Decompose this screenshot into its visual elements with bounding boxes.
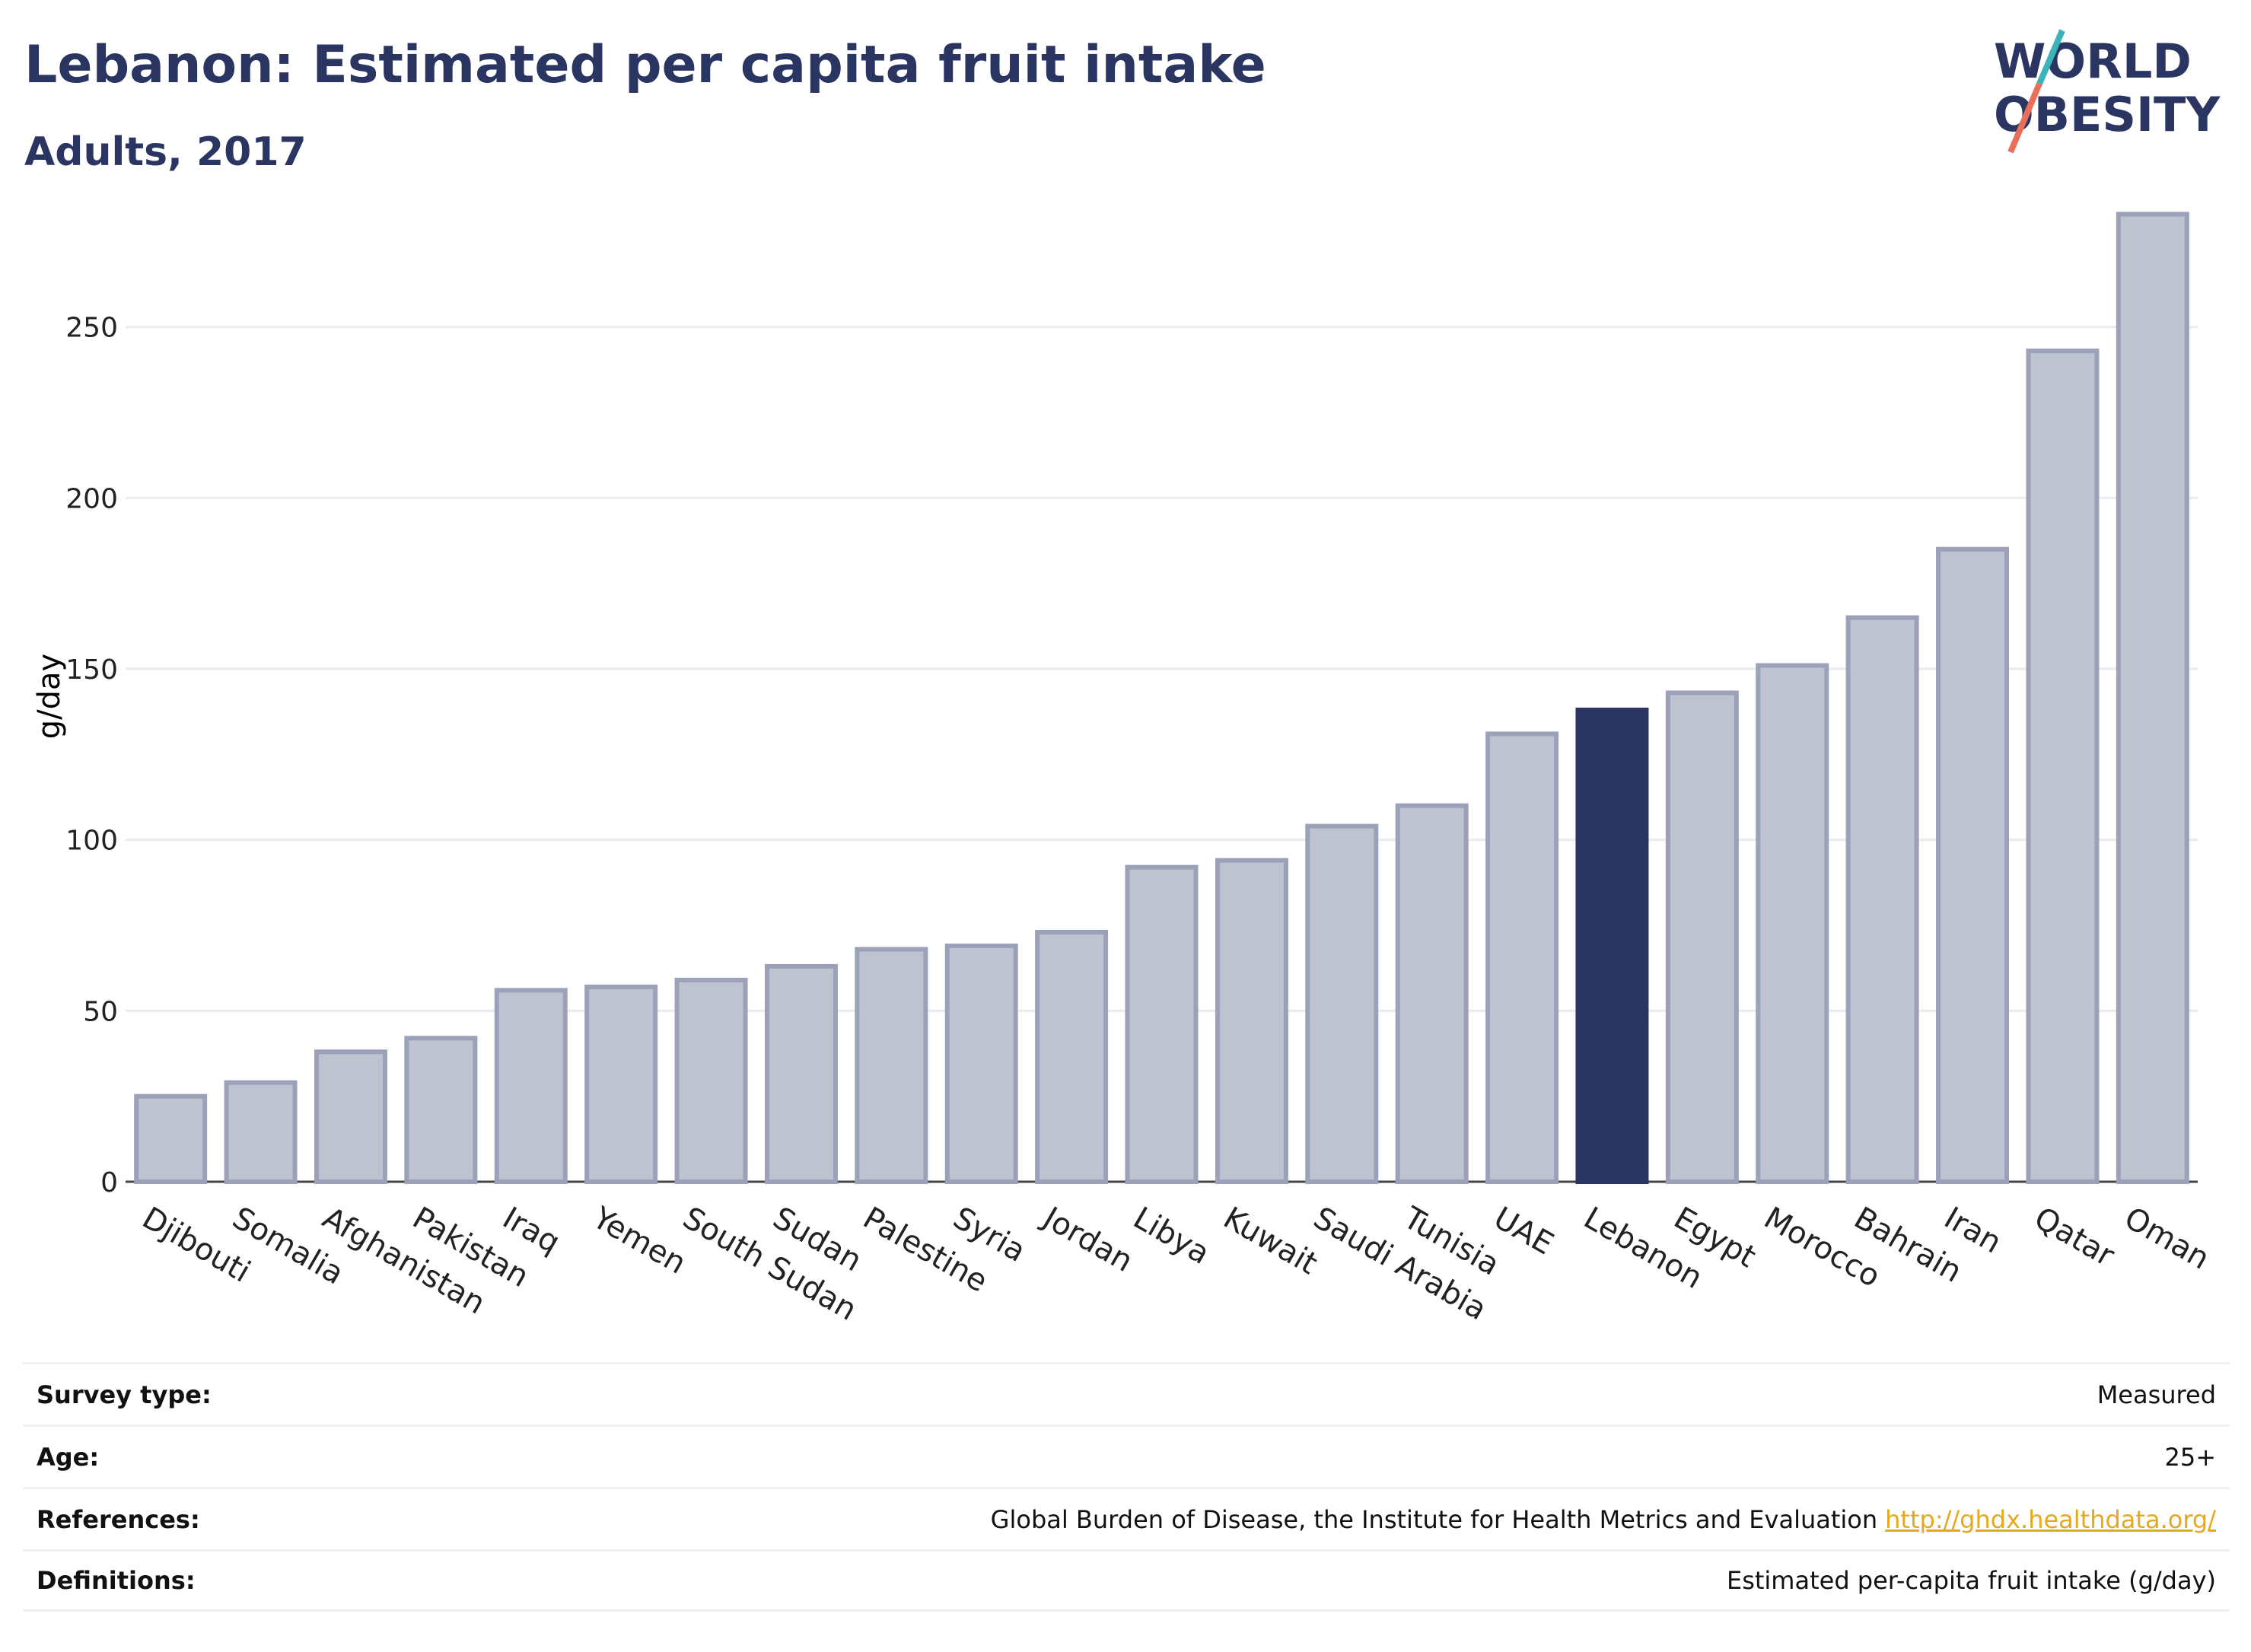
- info-label: Definitions:: [37, 1566, 196, 1595]
- category-label: Jordan: [1036, 1199, 1139, 1279]
- info-value: Estimated per-capita fruit intake (g/day…: [1726, 1566, 2216, 1595]
- bar-yemen: [584, 984, 658, 1184]
- reference-link[interactable]: http://ghdx.healthdata.org/: [1885, 1504, 2216, 1534]
- bar-djibouti: [134, 1093, 208, 1184]
- category-label: Qatar: [2028, 1201, 2120, 1274]
- chart-title: Lebanon: Estimated per capita fruit inta…: [24, 35, 1266, 95]
- category-label: Yemen: [586, 1200, 692, 1281]
- bar-egypt: [1665, 690, 1739, 1184]
- info-label: Survey type:: [37, 1380, 212, 1409]
- y-tick-labels: 0 50 100 150 200 250: [65, 313, 118, 1198]
- bar-syria: [944, 943, 1018, 1184]
- y-tick-label: 100: [65, 826, 118, 857]
- world-obesity-logo: WORLD OBESITY: [1994, 29, 2221, 154]
- info-value: 25+: [2164, 1442, 2216, 1472]
- bar-pakistan: [404, 1036, 478, 1185]
- info-value: Global Burden of Disease, the Institute …: [990, 1504, 1878, 1534]
- logo-slash-coral: [2007, 82, 2042, 154]
- y-tick-label: 50: [83, 996, 118, 1027]
- bar-saudi-arabia: [1305, 823, 1379, 1185]
- info-row-definitions: Definitions: Estimated per-capita fruit …: [23, 1549, 2230, 1612]
- y-tick-label: 200: [65, 483, 118, 514]
- y-tick-label: 150: [65, 654, 118, 686]
- info-row-survey: Survey type: Measured: [23, 1362, 2230, 1424]
- bar-bahrain: [1845, 615, 1919, 1184]
- bar-qatar: [2026, 349, 2100, 1184]
- info-label: Age:: [37, 1442, 100, 1472]
- info-row-references: References: Global Burden of Disease, th…: [23, 1487, 2230, 1549]
- bars: [134, 212, 2189, 1185]
- bar-jordan: [1035, 930, 1109, 1184]
- chart-subtitle: Adults, 2017: [24, 129, 307, 175]
- bar-lebanon: [1575, 707, 1649, 1184]
- y-tick-label: 0: [100, 1167, 118, 1198]
- bar-uae: [1485, 731, 1559, 1184]
- bar-libya: [1125, 864, 1199, 1185]
- bar-somalia: [224, 1080, 298, 1184]
- y-tick-label: 250: [65, 313, 118, 344]
- bar-sudan: [764, 963, 838, 1184]
- logo-line1: WORLD: [1994, 33, 2192, 89]
- bar-afghanistan: [314, 1049, 387, 1185]
- info-value: Measured: [2097, 1380, 2216, 1409]
- info-table: Survey type: Measured Age: 25+ Reference…: [23, 1362, 2230, 1612]
- info-label: References:: [37, 1504, 200, 1534]
- bar-south-sudan: [674, 977, 748, 1184]
- category-label: Kuwait: [1218, 1201, 1323, 1282]
- bar-chart: 0 50 100 150 200 250 DjiboutiSomaliaAfghanist…: [32, 212, 2215, 1328]
- bar-morocco: [1756, 663, 1829, 1184]
- info-row-age: Age: 25+: [23, 1424, 2230, 1487]
- category-label: Libya: [1128, 1201, 1216, 1272]
- bar-palestine: [855, 947, 928, 1185]
- bar-tunisia: [1395, 803, 1469, 1185]
- bar-iraq: [494, 988, 568, 1185]
- logo-slash-teal: [2036, 29, 2065, 85]
- y-axis-label: g/day: [32, 654, 67, 739]
- bar-iran: [1936, 546, 2010, 1184]
- category-label: Oman: [2119, 1201, 2215, 1277]
- bar-kuwait: [1215, 858, 1288, 1185]
- bar-oman: [2116, 212, 2189, 1184]
